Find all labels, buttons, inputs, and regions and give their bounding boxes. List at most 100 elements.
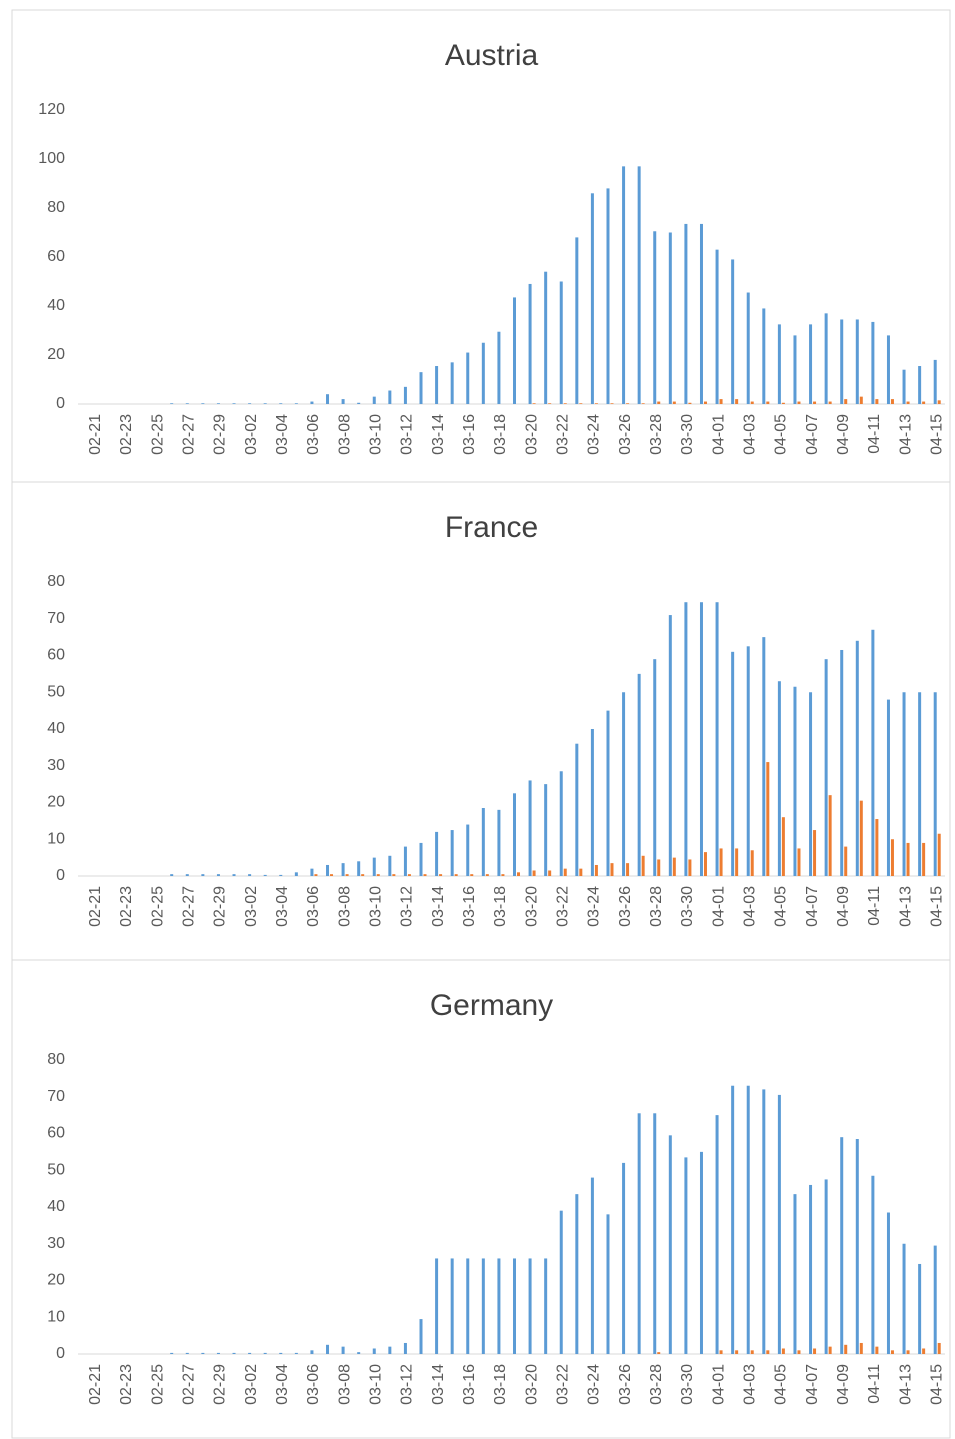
x-tick-label: 04-05	[773, 1364, 790, 1405]
x-tick-label: 03-24	[586, 414, 603, 455]
x-tick-label: 03-26	[617, 1364, 634, 1405]
x-tick-label: 03-22	[554, 886, 571, 927]
bar	[376, 874, 380, 876]
x-tick-label: 02-21	[87, 1364, 104, 1405]
bar	[828, 1346, 832, 1354]
bar	[185, 874, 189, 876]
bar	[294, 872, 298, 876]
bar	[777, 324, 781, 404]
x-tick-label: 04-05	[773, 414, 790, 455]
bar	[703, 852, 707, 876]
bar	[626, 863, 630, 876]
bar	[781, 817, 785, 876]
bar	[871, 629, 875, 876]
bar	[606, 710, 610, 876]
bar	[294, 1352, 298, 1354]
bar	[777, 681, 781, 876]
bar	[481, 808, 485, 876]
bar	[715, 249, 719, 404]
y-tick-label: 0	[56, 867, 65, 884]
bar	[388, 390, 392, 404]
x-tick-label: 04-07	[804, 1364, 821, 1405]
x-tick-label: 02-25	[149, 886, 166, 927]
bar	[216, 1352, 220, 1354]
x-tick-label: 02-21	[87, 886, 104, 927]
bar	[357, 1352, 361, 1354]
bar	[450, 830, 454, 876]
bar	[719, 399, 723, 404]
bar	[668, 615, 672, 876]
x-tick-label: 02-23	[118, 1364, 135, 1405]
bar	[668, 1135, 672, 1354]
bar	[672, 401, 676, 404]
bar	[450, 362, 454, 404]
bar	[606, 1214, 610, 1354]
y-tick-label: 60	[47, 647, 65, 664]
x-tick-label: 04-15	[928, 414, 945, 455]
y-tick-label: 10	[47, 830, 65, 847]
bar	[622, 692, 626, 876]
bar	[341, 399, 345, 404]
bar	[594, 864, 598, 876]
x-tick-label: 03-12	[399, 1364, 416, 1405]
bar	[672, 857, 676, 876]
y-tick-label: 20	[47, 1272, 65, 1289]
bar	[544, 784, 548, 876]
x-tick-label: 03-24	[586, 886, 603, 927]
bar	[170, 874, 174, 876]
bar	[485, 874, 489, 876]
bar	[828, 401, 832, 404]
bar	[766, 762, 770, 876]
y-tick-label: 50	[47, 683, 65, 700]
bar	[622, 1162, 626, 1354]
bar	[731, 1085, 735, 1354]
x-tick-label: 02-29	[212, 886, 229, 927]
x-tick-label: 03-24	[586, 1364, 603, 1405]
bar	[933, 692, 937, 876]
x-tick-label: 03-20	[523, 414, 540, 455]
bar	[513, 297, 516, 404]
x-tick-label: 03-12	[399, 414, 416, 455]
bar	[345, 874, 349, 876]
chart-title: Austria	[445, 39, 539, 72]
x-tick-label: 03-16	[461, 1364, 478, 1405]
bar	[216, 403, 220, 404]
bar	[657, 859, 661, 876]
bar	[918, 1263, 922, 1354]
y-tick-label: 40	[47, 297, 65, 314]
bar	[423, 874, 427, 876]
bar	[590, 1177, 594, 1354]
x-tick-label: 02-25	[149, 414, 166, 455]
x-tick-label: 04-07	[804, 886, 821, 927]
bar	[859, 800, 863, 876]
bar	[454, 874, 458, 876]
bar	[657, 1352, 661, 1354]
bar	[388, 1346, 392, 1354]
bar	[563, 868, 567, 876]
y-tick-label: 20	[47, 794, 65, 811]
bar	[403, 846, 407, 876]
x-tick-label: 04-11	[866, 886, 883, 926]
bar	[840, 1137, 844, 1354]
y-tick-label: 80	[47, 573, 65, 590]
bar	[902, 1243, 906, 1354]
x-tick-label: 03-10	[367, 414, 384, 455]
x-tick-label: 02-21	[87, 414, 104, 455]
x-tick-label: 04-11	[866, 1364, 883, 1404]
bar	[575, 237, 579, 404]
bar	[731, 259, 735, 404]
x-tick-label: 03-28	[648, 886, 665, 927]
bar	[875, 399, 879, 404]
panel-border	[11, 9, 951, 483]
bar	[201, 874, 205, 876]
bar	[746, 1085, 750, 1354]
bar	[937, 400, 941, 404]
bar	[886, 699, 890, 876]
bar	[466, 352, 470, 404]
chart-title: France	[445, 511, 538, 544]
bar	[201, 403, 205, 404]
bar	[793, 335, 797, 404]
bar	[653, 231, 657, 404]
bar	[201, 1352, 205, 1354]
bar	[793, 1194, 797, 1354]
